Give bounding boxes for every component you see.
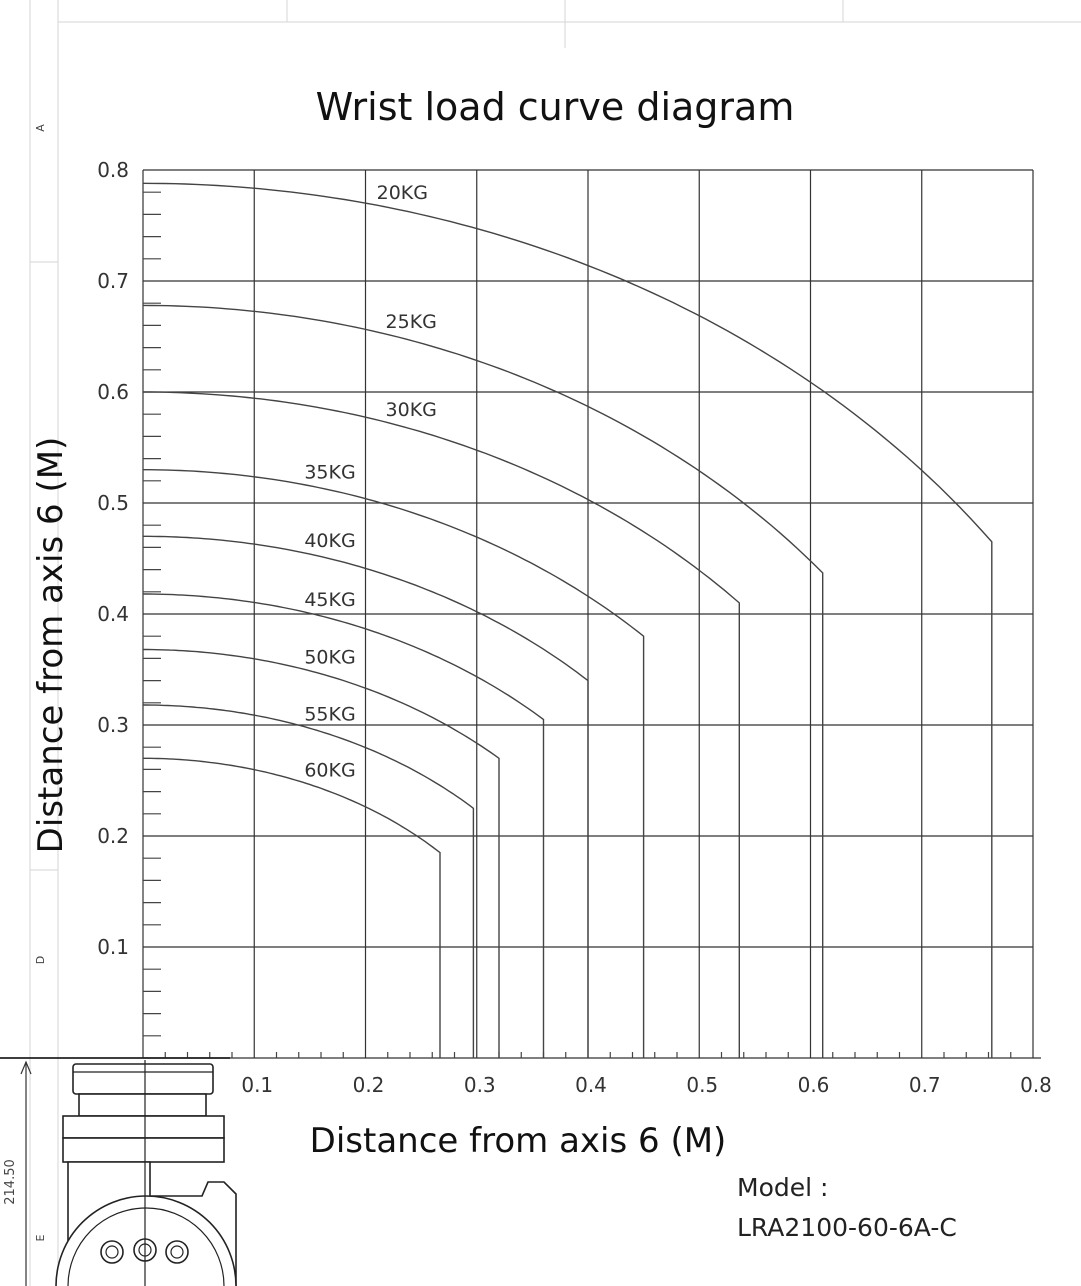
y-tick-label: 0.2 [97,824,129,848]
dimension-label: 214.50 [3,1159,18,1205]
x-tick-label: 0.1 [241,1073,273,1097]
load-curve-60kg [143,757,441,1058]
load-curve-45kg [143,593,545,1058]
load-curve-25kg [142,304,824,1058]
curve-label: 55KG [304,704,355,726]
y-tick-label: 0.6 [97,380,129,404]
curve-label: 60KG [304,760,355,782]
tick-labels: 0.1 0.2 0.3 0.4 0.5 0.6 0.7 0.8 0.1 0.2 0.3 0.4 0.5 0… [97,158,1052,1097]
x-tick-label: 0.8 [1020,1073,1052,1097]
y-tick-label: 0.1 [97,935,129,959]
curve-label: 25KG [386,311,437,333]
model-label: Model : [737,1173,828,1202]
load-curve-20kg [142,182,993,1058]
load-curve-35kg [143,469,645,1058]
curve-label: 20KG [377,182,428,204]
curve-labels: 20KG 25KG 30KG 35KG 40KG 45KG 50KG 55KG 60KG [304,182,437,782]
y-axis-title: Distance from axis 6 (M) [31,437,71,854]
minor-ticks [143,191,1012,1058]
model-number: LRA2100-60-6A-C [737,1213,957,1242]
curve-label: 50KG [304,646,355,668]
y-tick-label: 0.4 [97,602,129,626]
curve-label: 35KG [304,462,355,484]
x-tick-label: 0.4 [575,1073,607,1097]
load-curve-55kg [143,704,475,1058]
x-axis-title: Distance from axis 6 (M) [310,1121,727,1161]
x-tick-label: 0.3 [464,1073,496,1097]
curve-label: 40KG [304,530,355,552]
x-tick-label: 0.5 [686,1073,718,1097]
load-curve-40kg [143,535,589,1058]
curve-label: 45KG [304,589,355,611]
y-tick-label: 0.7 [97,269,129,293]
grid-lines [142,169,1041,1059]
x-tick-label: 0.6 [798,1073,830,1097]
load-curve-30kg [143,391,740,1058]
load-curves [142,182,993,1058]
load-curve-50kg [143,648,500,1058]
wrist-flange-drawing: 214.50 [0,1057,237,1286]
chart-title: Wrist load curve diagram [316,85,795,129]
x-tick-label: 0.2 [353,1073,385,1097]
frame-row-letter-e: E [34,1234,47,1241]
y-tick-label: 0.3 [97,713,129,737]
y-tick-label: 0.8 [97,158,129,182]
frame-row-letter-a: A [34,124,47,132]
x-tick-label: 0.7 [909,1073,941,1097]
frame-row-letter-d: D [34,956,47,964]
y-tick-label: 0.5 [97,491,129,515]
curve-label: 30KG [386,399,437,421]
